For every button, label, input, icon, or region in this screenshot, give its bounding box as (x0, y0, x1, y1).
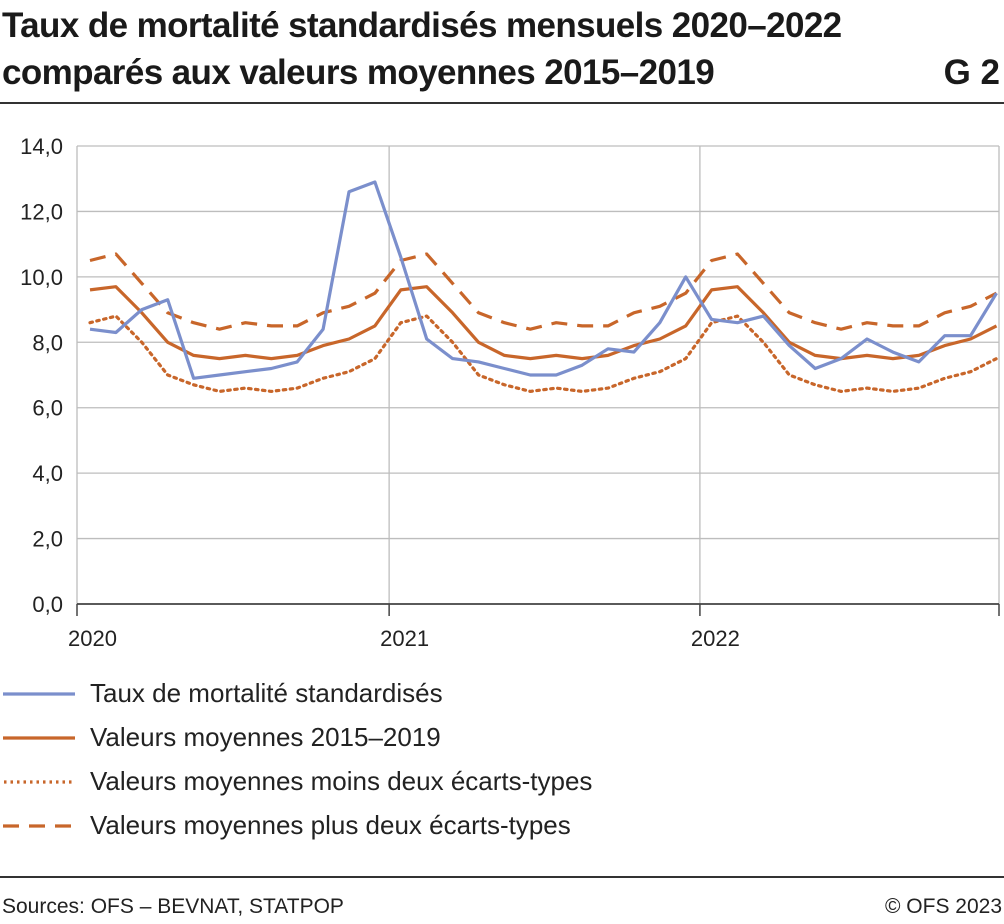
footer-divider (0, 876, 1004, 878)
legend-item-taux: Taux de mortalité standardisés (0, 672, 1004, 716)
figure-number: G 2 (943, 53, 1000, 92)
legend-swatch-dashed-orange (3, 824, 75, 828)
y-tick-label: 6,0 (32, 396, 63, 421)
series-line-0 (89, 180, 998, 380)
y-tick-label: 10,0 (20, 265, 63, 290)
legend-swatch-solid-blue (3, 692, 75, 696)
legend-item-plus: Valeurs moyennes plus deux écarts-types (0, 804, 1004, 848)
source-note: Sources: OFS – BEVNAT, STATPOP (2, 895, 344, 918)
y-tick-label: 4,0 (32, 461, 63, 486)
y-tick-label: 14,0 (20, 134, 63, 159)
legend-label-plus: Valeurs moyennes plus deux écarts-types (90, 810, 571, 840)
legend-item-moins: Valeurs moyennes moins deux écarts-types (0, 760, 1004, 804)
legend-swatch-solid-orange (3, 736, 75, 740)
y-tick-label: 12,0 (20, 199, 63, 224)
x-tick-label: 2021 (380, 626, 429, 651)
series-line-3 (89, 252, 998, 331)
legend-swatch-dotted-orange (4, 780, 75, 784)
x-tick-label: 2022 (691, 626, 740, 651)
copyright-note: © OFS 2023 (884, 895, 1002, 918)
y-tick-label: 0,0 (32, 592, 63, 617)
legend-label-moyenne: Valeurs moyennes 2015–2019 (90, 722, 441, 752)
legend-label-moins: Valeurs moyennes moins deux écarts-types (90, 766, 593, 796)
chart-title: Taux de mortalité standardisés mensuels … (2, 6, 842, 92)
y-tick-label: 2,0 (32, 527, 63, 552)
x-tick-label: 2020 (68, 626, 117, 651)
legend-item-moyenne: Valeurs moyennes 2015–2019 (0, 716, 1004, 760)
title-divider (0, 102, 1004, 104)
series-line-2 (88, 314, 999, 393)
y-tick-label: 8,0 (32, 330, 63, 355)
legend-label-taux: Taux de mortalité standardisés (90, 678, 443, 708)
line-chart: 0,0 2,0 4,0 6,0 8,0 10,0 12,0 14,0 2020 2021 2022 (20, 134, 1000, 651)
series-line-1 (89, 285, 998, 361)
